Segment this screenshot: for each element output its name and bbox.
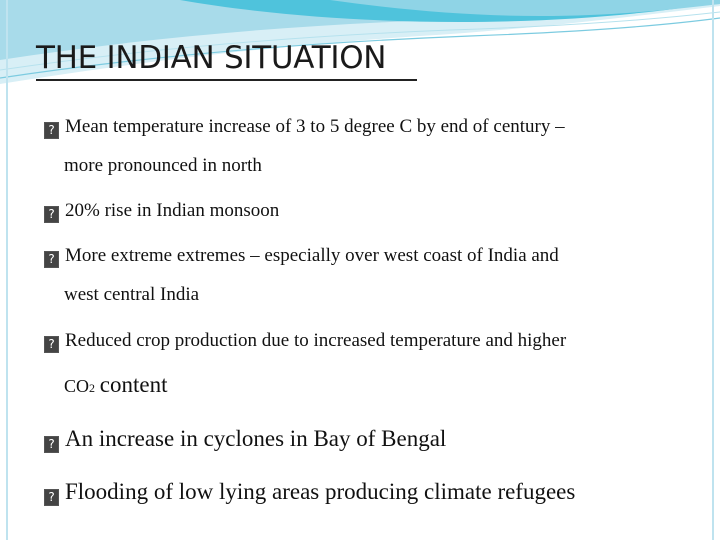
bullet-line: ? Flooding of low lying areas producing c…	[44, 479, 575, 506]
bullet-line: ? An increase in cyclones in Bay of Benga…	[44, 426, 446, 453]
bullet-line: ? 20% rise in Indian monsoon	[44, 200, 279, 223]
bullet-marker-icon: ?	[44, 489, 59, 506]
bullet-marker-icon: ?	[44, 336, 59, 353]
co2-subscript: 2	[89, 381, 96, 395]
bullet-line: more pronounced in north	[64, 155, 262, 177]
bullet-marker-icon: ?	[44, 251, 59, 268]
bullet-line: CO2 content	[64, 372, 167, 398]
bullet-marker-icon: ?	[44, 122, 59, 139]
slide-title: THE INDIAN SITUATION	[36, 40, 387, 76]
bullet-line: west central India	[64, 284, 199, 306]
title-underline	[36, 79, 417, 81]
bullet-text: 20% rise in Indian monsoon	[65, 200, 280, 221]
bullet-text: content	[99, 372, 168, 397]
header-swoosh-decoration	[0, 0, 720, 84]
bullet-line: ? Mean temperature increase of 3 to 5 deg…	[44, 116, 565, 139]
left-frame-line	[6, 0, 8, 540]
bullet-text: Reduced crop production due to increased…	[65, 330, 567, 351]
right-frame-line	[712, 0, 714, 540]
bullet-line: ? More extreme extremes – especially over…	[44, 245, 559, 268]
bullet-text: west central India	[64, 284, 200, 305]
bullet-text: More extreme extremes – especially over …	[65, 245, 559, 266]
co2-label: CO2	[64, 376, 96, 396]
bullet-marker-icon: ?	[44, 436, 59, 453]
bullet-text: An increase in cyclones in Bay of Bengal	[65, 426, 447, 451]
bullet-text: Flooding of low lying areas producing cl…	[65, 479, 576, 504]
bullet-text: Mean temperature increase of 3 to 5 degr…	[65, 116, 565, 137]
bullet-marker-icon: ?	[44, 206, 59, 223]
bullet-text: more pronounced in north	[64, 155, 262, 176]
bullet-line: ? Reduced crop production due to increase…	[44, 330, 566, 353]
